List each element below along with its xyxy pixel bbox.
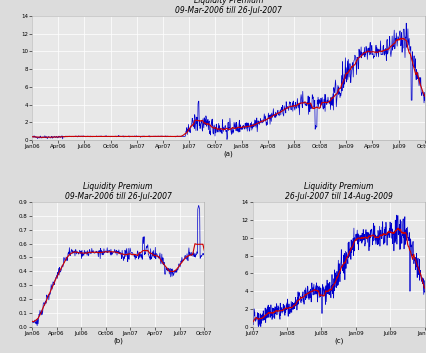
Title: Liquidity Premium
09-Mar-2006 till 26-Jul-2007: Liquidity Premium 09-Mar-2006 till 26-Ju… xyxy=(65,182,171,202)
X-axis label: (a): (a) xyxy=(223,151,233,157)
X-axis label: (c): (c) xyxy=(333,337,343,343)
Title: Liquidity Premium
26-Jul-2007 till 14-Aug-2009: Liquidity Premium 26-Jul-2007 till 14-Au… xyxy=(284,182,392,202)
X-axis label: (b): (b) xyxy=(113,337,123,343)
Title: Liquidity Premium
09-Mar-2006 till 26-Jul-2007: Liquidity Premium 09-Mar-2006 till 26-Ju… xyxy=(175,0,281,15)
